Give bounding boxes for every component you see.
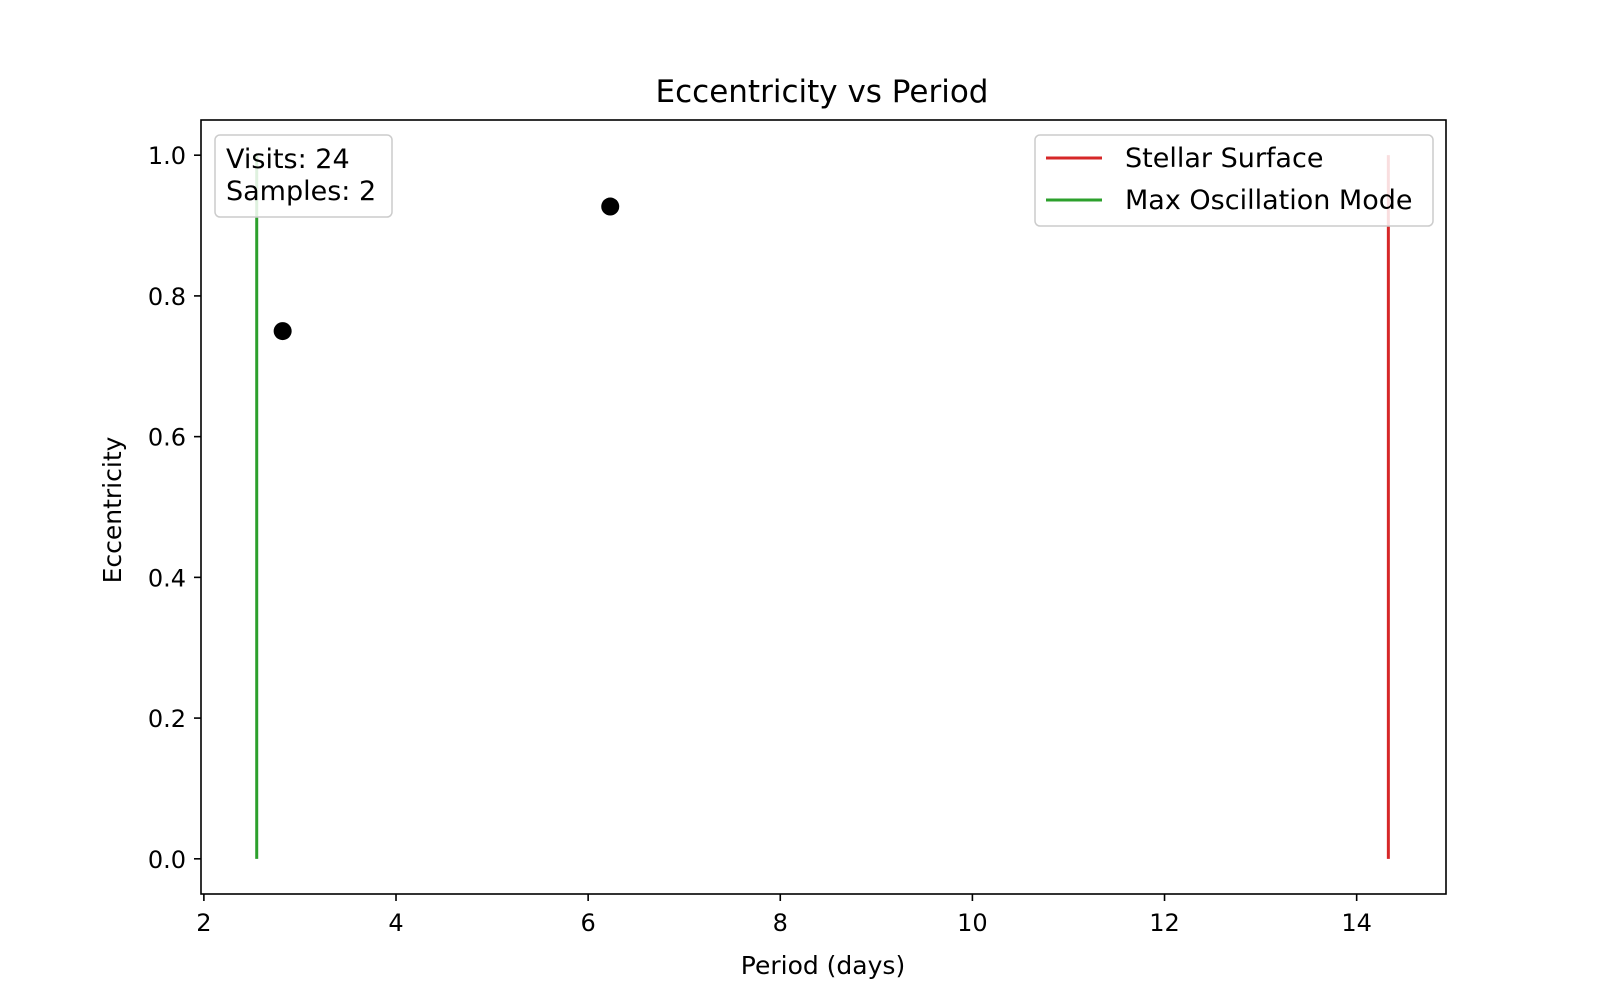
y-tick-label: 0.2 xyxy=(148,705,186,733)
x-tick-label: 6 xyxy=(581,909,596,937)
data-point-2 xyxy=(601,197,620,216)
x-tick-label: 2 xyxy=(196,909,211,937)
x-tick-label: 8 xyxy=(773,909,788,937)
axes-frame xyxy=(200,119,1447,895)
y-tick-label: 0.4 xyxy=(148,564,186,592)
legend-frame xyxy=(1034,134,1434,227)
x-tick-label: 10 xyxy=(957,909,988,937)
x-axis-label: Period (days) xyxy=(741,951,905,980)
data-point-1 xyxy=(273,322,292,341)
x-tick-label: 14 xyxy=(1341,909,1372,937)
y-tick-label: 1.0 xyxy=(148,142,186,170)
x-axis: 2 4 6 8 10 12 14 xyxy=(196,894,1372,937)
legend: Stellar Surface Max Oscillation Mode xyxy=(1034,134,1434,227)
y-axis-label: Eccentricity xyxy=(98,436,127,583)
legend-label-max-oscillation-mode: Max Oscillation Mode xyxy=(1125,185,1412,216)
info-box: Visits: 24 Samples: 2 xyxy=(214,134,393,218)
axes-background xyxy=(201,120,1446,894)
info-box-frame xyxy=(214,134,393,218)
plot-area xyxy=(200,119,1447,895)
vlines-layer xyxy=(255,155,1390,859)
x-tick-label: 4 xyxy=(388,909,403,937)
y-tick-label: 0.0 xyxy=(148,846,186,874)
x-tick-label: 12 xyxy=(1149,909,1180,937)
info-visits: Visits: 24 xyxy=(226,144,350,175)
points-layer xyxy=(273,197,620,341)
y-tick-label: 0.6 xyxy=(148,424,186,452)
y-axis: 0.0 0.2 0.4 0.6 0.8 1.0 xyxy=(148,142,201,874)
chart-title: Eccentricity vs Period xyxy=(656,74,989,110)
legend-label-stellar-surface: Stellar Surface xyxy=(1125,143,1323,174)
info-samples: Samples: 2 xyxy=(226,176,376,207)
y-tick-label: 0.8 xyxy=(148,283,186,311)
